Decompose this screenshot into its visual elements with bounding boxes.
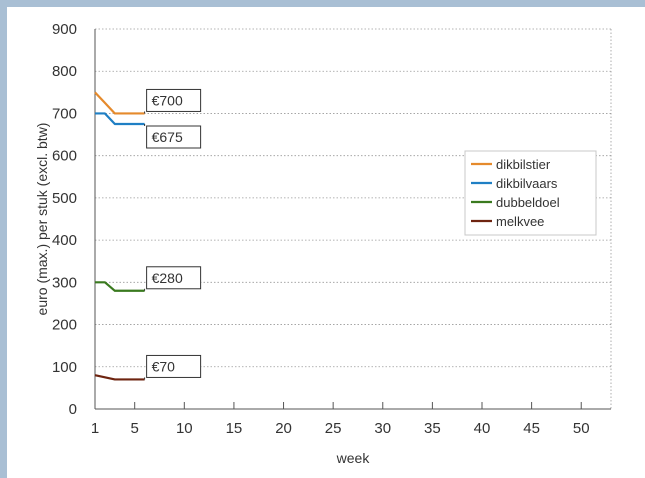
series-line-melkvee <box>94 374 145 381</box>
x-tick-label: 40 <box>474 420 491 437</box>
x-tick-label: 45 <box>523 420 540 437</box>
annotation-label: €700 <box>152 92 183 108</box>
annotation-label: €280 <box>152 270 183 286</box>
gridlines <box>95 28 612 409</box>
annotation-label: €675 <box>152 129 183 145</box>
annotation-box <box>146 88 202 112</box>
annotations: €700 €675 €280 €70 <box>144 88 202 380</box>
x-tick-label: 30 <box>374 420 391 437</box>
annotation-box <box>146 266 202 290</box>
y-tick-label: 900 <box>52 21 77 38</box>
legend: dikbilstier dikbilvaars dubbeldoel melkvee <box>464 150 597 236</box>
y-tick-label: 800 <box>52 63 77 80</box>
x-tick-label: 15 <box>226 420 243 437</box>
x-tick-label: 20 <box>275 420 292 437</box>
x-tick-label: 25 <box>325 420 342 437</box>
y-tick-label: 300 <box>52 274 77 291</box>
y-axis-title: euro (max.) per stuk (excl. btw) <box>34 123 50 316</box>
y-tick-label: 700 <box>52 105 77 122</box>
annotation-label: €70 <box>152 358 176 374</box>
chart-panel: 0 100 200 300 400 500 600 700 800 900 1 5 10 15 20 25 30… <box>7 7 645 478</box>
y-tick-label: 600 <box>52 148 77 165</box>
series-line-dikbilstier <box>94 91 145 115</box>
y-tick-label: 0 <box>69 401 77 418</box>
y-tick-label: 500 <box>52 190 77 207</box>
series-lines <box>94 91 145 381</box>
x-axis-title: week <box>336 450 371 466</box>
annotation-box <box>146 354 202 378</box>
y-tick-label: 200 <box>52 317 77 334</box>
legend-label: dubbeldoel <box>496 195 560 210</box>
x-tick-label: 50 <box>573 420 590 437</box>
x-tick-label: 1 <box>91 420 99 437</box>
series-line-dikbilvaars <box>95 112 145 126</box>
annotation-box <box>146 125 202 149</box>
x-tick-label: 5 <box>131 420 139 437</box>
y-tick-label: 400 <box>52 232 77 249</box>
legend-label: dikbilvaars <box>496 176 558 191</box>
y-tick-label: 100 <box>52 359 77 376</box>
x-tick-label: 10 <box>176 420 193 437</box>
legend-label: dikbilstier <box>496 157 551 172</box>
x-tick-label: 35 <box>424 420 441 437</box>
legend-label: melkvee <box>496 214 544 229</box>
series-line-dubbeldoel <box>95 281 145 292</box>
